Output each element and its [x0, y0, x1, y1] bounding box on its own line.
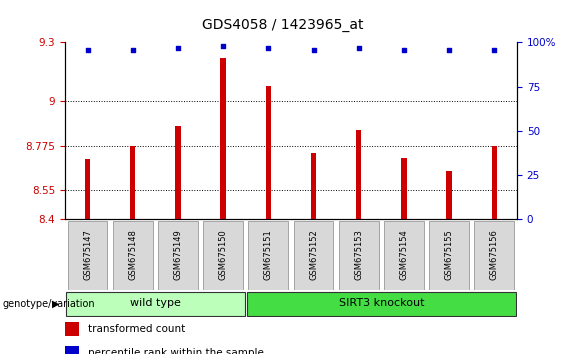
Point — [399, 47, 408, 52]
Point — [490, 47, 499, 52]
Bar — [175, 126, 181, 219]
Bar — [220, 58, 226, 219]
Text: GSM675156: GSM675156 — [490, 229, 499, 280]
FancyBboxPatch shape — [294, 221, 333, 290]
Text: GSM675147: GSM675147 — [83, 229, 92, 280]
Text: transformed count: transformed count — [88, 324, 185, 334]
Bar — [446, 171, 452, 219]
Text: GSM675153: GSM675153 — [354, 229, 363, 280]
Point — [83, 47, 92, 52]
Bar — [356, 130, 362, 219]
Point — [219, 43, 228, 49]
Text: GSM675150: GSM675150 — [219, 229, 228, 280]
Text: GSM675152: GSM675152 — [309, 229, 318, 280]
Text: percentile rank within the sample: percentile rank within the sample — [88, 348, 263, 354]
FancyBboxPatch shape — [475, 221, 514, 290]
Text: GSM675155: GSM675155 — [445, 229, 454, 280]
Text: GSM675151: GSM675151 — [264, 229, 273, 280]
Point — [173, 45, 182, 51]
Text: wild type: wild type — [130, 298, 181, 308]
Point — [445, 47, 454, 52]
Text: GSM675154: GSM675154 — [399, 229, 408, 280]
Bar — [266, 86, 271, 219]
Bar — [130, 146, 136, 219]
FancyBboxPatch shape — [113, 221, 153, 290]
Point — [264, 45, 273, 51]
FancyBboxPatch shape — [66, 292, 245, 315]
Point — [354, 45, 363, 51]
Text: GDS4058 / 1423965_at: GDS4058 / 1423965_at — [202, 18, 363, 32]
Bar — [492, 146, 497, 219]
Point — [309, 47, 318, 52]
FancyBboxPatch shape — [68, 221, 107, 290]
Text: GSM675149: GSM675149 — [173, 229, 182, 280]
Bar — [85, 159, 90, 219]
Text: ▶: ▶ — [52, 298, 59, 309]
FancyBboxPatch shape — [429, 221, 469, 290]
FancyBboxPatch shape — [203, 221, 243, 290]
FancyBboxPatch shape — [249, 221, 288, 290]
FancyBboxPatch shape — [339, 221, 379, 290]
Bar — [311, 153, 316, 219]
Text: genotype/variation: genotype/variation — [3, 298, 95, 309]
Point — [128, 47, 137, 52]
Bar — [65, 322, 79, 336]
Bar — [401, 158, 407, 219]
Text: GSM675148: GSM675148 — [128, 229, 137, 280]
FancyBboxPatch shape — [384, 221, 424, 290]
FancyBboxPatch shape — [247, 292, 516, 315]
FancyBboxPatch shape — [158, 221, 198, 290]
Text: SIRT3 knockout: SIRT3 knockout — [338, 298, 424, 308]
Bar — [65, 346, 79, 354]
